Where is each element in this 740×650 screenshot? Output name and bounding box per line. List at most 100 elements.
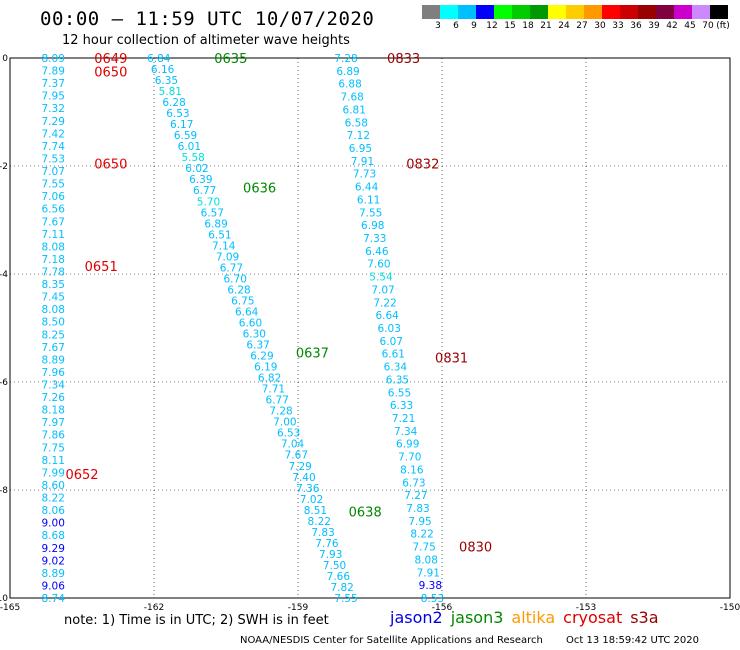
wave-height-value: 7.73 (353, 169, 376, 181)
wave-height-value: 7.02 (300, 494, 323, 506)
colorbar-label: 27 (576, 21, 588, 31)
wave-height-value: 6.89 (204, 218, 227, 230)
wave-height-value: 6.95 (349, 143, 372, 155)
wave-height-value: 7.99 (42, 467, 65, 479)
colorbar-swatch (620, 5, 638, 19)
track-time-label: 0635 (214, 52, 247, 67)
wave-height-value: 7.34 (394, 426, 418, 438)
wave-height-value: 6.53 (166, 108, 189, 120)
legend-entry: cryosat (563, 608, 623, 627)
wave-height-value: 7.67 (42, 342, 65, 354)
wave-height-value: 8.16 (400, 464, 424, 476)
wave-height-value: 7.86 (42, 430, 66, 442)
colorbar-swatch (584, 5, 602, 19)
wave-height-value: 8.68 (42, 530, 65, 542)
wave-height-value: 7.55 (334, 593, 357, 605)
colorbar-swatch (440, 5, 458, 19)
wave-height-value: 8.25 (42, 329, 65, 341)
wave-height-value: 7.71 (262, 384, 285, 396)
wave-height-value: 7.18 (42, 254, 65, 266)
wave-height-value: 7.37 (42, 78, 65, 90)
wave-height-value: 6.35 (155, 75, 178, 87)
wave-height-value: 6.51 (208, 229, 231, 241)
wave-height-value: 7.09 (216, 251, 239, 263)
wave-height-value: 6.98 (361, 220, 384, 232)
wave-height-value: 7.07 (371, 284, 394, 296)
colorbar-label: 33 (612, 21, 624, 31)
colorbar-swatch (602, 5, 620, 19)
x-tick-label: -159 (288, 603, 309, 613)
wave-height-value: 7.83 (406, 503, 429, 515)
wave-height-value: 8.53 (421, 593, 444, 605)
colorbar-label: 24 (558, 21, 570, 31)
colorbar-swatch (674, 5, 692, 19)
colorbar-label: 3 (435, 21, 441, 31)
chart-subtitle: 12 hour collection of altimeter wave hei… (62, 33, 350, 48)
wave-height-value: 6.75 (231, 295, 254, 307)
wave-height-value: 6.35 (386, 374, 409, 386)
wave-height-value: 7.55 (359, 207, 382, 219)
colorbar-swatch (692, 5, 710, 19)
colorbar-label: 15 (504, 21, 516, 31)
wave-height-value: 6.60 (239, 317, 262, 329)
wave-height-value: 6.30 (243, 329, 266, 341)
wave-height-value: 7.42 (42, 128, 65, 140)
wave-height-value: 7.76 (315, 538, 339, 550)
wave-height-value: 7.66 (327, 571, 351, 583)
wave-height-value: 6.55 (388, 387, 411, 399)
wave-height-value: 7.95 (42, 91, 65, 103)
colorbar-swatch (566, 5, 584, 19)
wave-height-value: 9.38 (419, 580, 442, 592)
x-tick-label: -165 (0, 603, 20, 613)
wave-height-value: 8.22 (42, 493, 65, 505)
wave-height-value: 7.78 (42, 266, 65, 278)
wave-height-value: 7.26 (42, 392, 66, 404)
x-tick-label: -162 (144, 603, 164, 613)
y-tick-label: -10 (0, 594, 8, 604)
wave-height-value: 6.28 (227, 284, 250, 296)
y-tick-label: -8 (0, 486, 8, 496)
wave-height-value: 7.07 (42, 166, 65, 178)
track-time-label: 0649 (94, 52, 127, 67)
wave-height-value: 6.17 (170, 119, 193, 131)
wave-height-value: 6.61 (382, 349, 405, 361)
wave-height-value: 6.11 (357, 194, 380, 206)
colorbar-swatch (422, 5, 440, 19)
wave-height-value: 7.70 (398, 452, 421, 464)
wave-height-value: 8.22 (308, 516, 331, 528)
wave-height-value: 7.34 (42, 380, 66, 392)
colorbar-label: 9 (471, 21, 477, 31)
wave-height-value: 6.88 (338, 79, 361, 91)
colorbar-label: 70 (702, 21, 714, 31)
colorbar-label: 36 (630, 21, 642, 31)
colorbar-swatch (638, 5, 656, 19)
wave-height-value: 7.50 (323, 560, 346, 572)
track-time-label: 0833 (387, 52, 420, 67)
satellite-legend: jason2 jason3 altika cryosat s3a (390, 608, 667, 627)
wave-height-value: 6.07 (380, 336, 403, 348)
colorbar-label: 21 (540, 21, 552, 31)
wave-height-value: 7.28 (334, 53, 357, 65)
wave-height-value: 7.67 (285, 450, 308, 462)
y-tick-label: -6 (0, 378, 8, 388)
track-time-label: 0650 (94, 66, 127, 81)
wave-height-value: 6.29 (250, 351, 273, 363)
wave-height-value: 6.77 (266, 395, 289, 407)
colorbar-swatch (458, 5, 476, 19)
colorbar-label: 42 (666, 21, 678, 31)
wave-height-value: 6.16 (151, 64, 175, 76)
colorbar-swatch (656, 5, 674, 19)
y-tick-label: -2 (0, 162, 8, 172)
wave-height-value: 7.97 (42, 417, 65, 429)
wave-height-value: 6.53 (277, 428, 300, 440)
colorbar-swatch (548, 5, 566, 19)
wave-height-value: 6.33 (390, 400, 413, 412)
wave-height-value: 6.82 (258, 373, 281, 385)
wave-height-value: 7.60 (367, 259, 390, 271)
wave-height-value: 6.19 (254, 362, 277, 374)
colorbar-swatch (494, 5, 512, 19)
footer-timestamp: Oct 13 18:59:42 UTC 2020 (566, 635, 699, 646)
wave-height-value: 6.34 (384, 362, 408, 374)
wave-height-value: 8.51 (304, 505, 327, 517)
